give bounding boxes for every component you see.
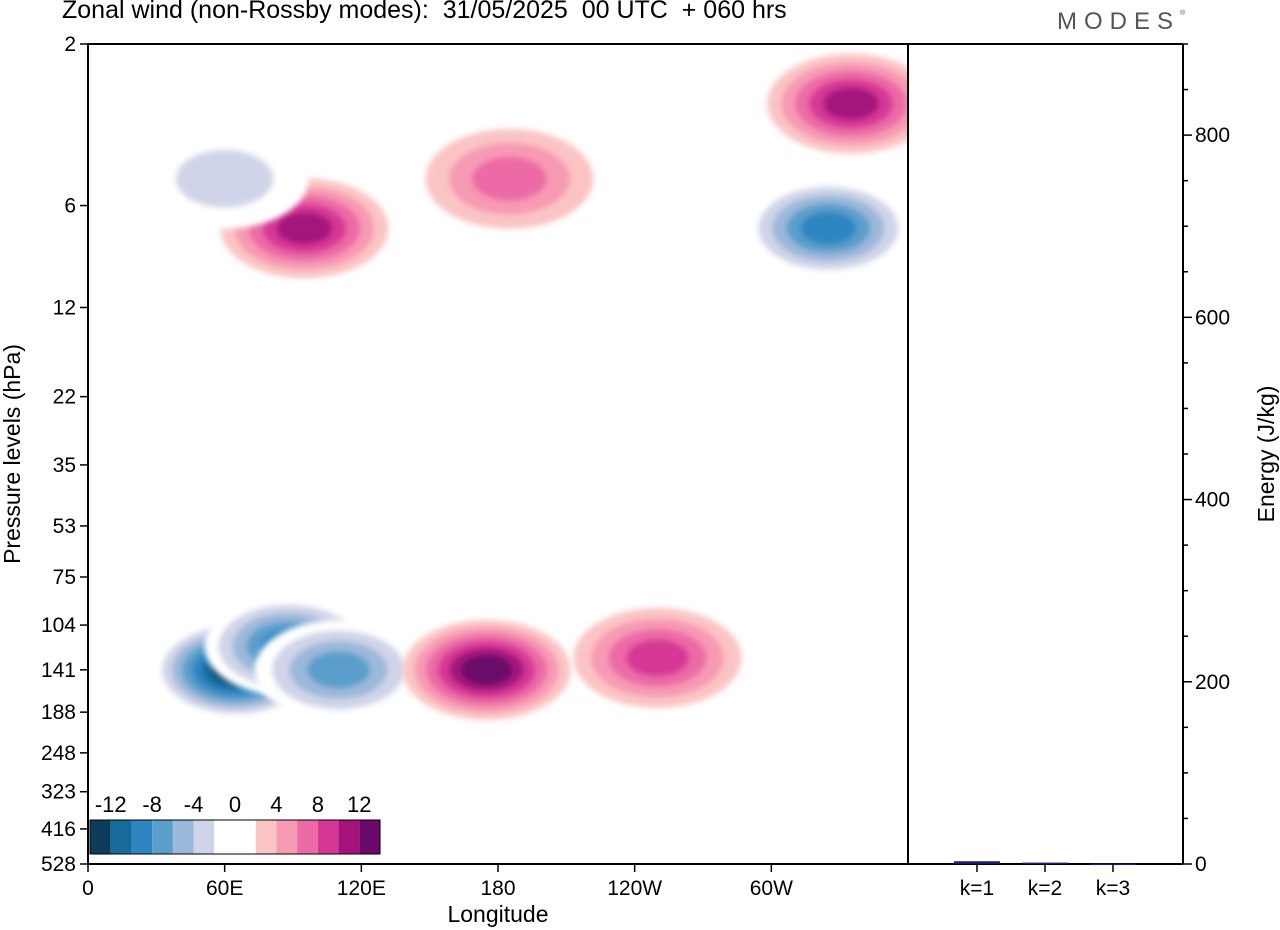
energy-tick-label: 800	[1195, 124, 1230, 147]
modes-logo: MODES®	[1057, 8, 1185, 36]
colorbar-label: -4	[184, 792, 204, 817]
y-tick-label: 6	[64, 195, 76, 218]
y-tick-label: 104	[41, 614, 76, 637]
energy-tick-label: 0	[1195, 853, 1207, 876]
colorbar-swatch	[152, 820, 173, 854]
wind-feature	[767, 53, 908, 154]
colorbar-frame	[89, 819, 381, 855]
y-tick-label: 53	[53, 515, 76, 538]
x-tick-label: 120W	[607, 877, 662, 900]
y-tick-label: 188	[41, 701, 76, 724]
y-tick-label: 75	[53, 566, 76, 589]
wind-feature	[402, 619, 571, 720]
colorbar-swatch	[131, 820, 153, 854]
y-tick-label: 35	[53, 454, 76, 477]
x-axis-title: Longitude	[447, 901, 548, 927]
energy-category-label: k=2	[1028, 877, 1062, 900]
wind-contour	[800, 211, 857, 245]
energy-category-label: k=1	[960, 877, 994, 900]
colorbar-swatch	[297, 820, 318, 854]
y-tick-label: 416	[41, 818, 76, 841]
wind-feature	[425, 128, 594, 229]
registered-mark: ®	[1180, 10, 1186, 17]
wind-feature	[744, 178, 908, 279]
wind-feature	[254, 619, 423, 720]
y-tick-label: 2	[64, 33, 76, 56]
colorbar-swatch	[193, 820, 215, 854]
x-tick-label: 60E	[206, 877, 243, 900]
wind-contour	[276, 211, 333, 245]
colorbar-swatch	[235, 820, 256, 854]
colorbar: -12 -8 -4 0 4 8 12	[89, 792, 381, 855]
x-tick-label: 60W	[750, 877, 793, 900]
energy-bar	[1022, 862, 1068, 865]
chart-title: Zonal wind (non-Rossby modes): 31/05/202…	[62, 0, 787, 24]
wind-contour	[823, 87, 880, 121]
colorbar-swatch	[359, 820, 380, 854]
colorbar-swatch	[317, 820, 339, 854]
energy-tick-label: 600	[1195, 306, 1230, 329]
y-tick-label: 323	[41, 781, 76, 804]
logo-text: MODES	[1057, 8, 1181, 35]
energy-axis-title: Energy (J/kg)	[1253, 386, 1279, 523]
colorbar-swatch	[110, 820, 132, 854]
colorbar-label: 4	[270, 792, 282, 817]
energy-bar	[954, 861, 1000, 864]
energy-category-label: k=3	[1096, 877, 1130, 900]
y-tick-label: 12	[53, 296, 76, 319]
wind-field	[88, 44, 908, 864]
colorbar-label: 12	[347, 792, 371, 817]
energy-tick-label: 200	[1195, 671, 1230, 694]
wind-feature	[140, 128, 309, 229]
x-tick-label: 120E	[337, 877, 386, 900]
wind-feature	[573, 607, 742, 708]
colorbar-label: 0	[229, 792, 241, 817]
y-tick-label: 22	[53, 386, 76, 409]
colorbar-swatch	[338, 820, 360, 854]
wind-contour	[625, 639, 689, 677]
wind-contour	[307, 651, 371, 689]
colorbar-swatch	[172, 820, 194, 854]
energy-tick-label: 400	[1195, 489, 1230, 512]
wind-contour	[175, 149, 274, 208]
y-tick-label: 141	[41, 659, 76, 682]
colorbar-swatch	[255, 820, 277, 854]
colorbar-swatch	[276, 820, 298, 854]
colorbar-label: 8	[312, 792, 324, 817]
x-tick-label: 0	[82, 877, 94, 900]
energy-panel: 0 200 400 600 800 Energy (J/kg) k=1 k=2 k=3	[908, 43, 1279, 900]
y-tick-label: 528	[41, 853, 76, 876]
colorbar-label: -12	[95, 792, 127, 817]
y-axis-title: Pressure levels (hPa)	[0, 344, 25, 564]
x-tick-label: 180	[480, 877, 515, 900]
colorbar-swatch	[90, 820, 111, 854]
colorbar-label: -8	[142, 792, 162, 817]
y-tick-label: 248	[41, 742, 76, 765]
wind-contour	[472, 156, 547, 201]
colorbar-swatch	[214, 820, 235, 854]
wind-contour	[460, 654, 513, 685]
